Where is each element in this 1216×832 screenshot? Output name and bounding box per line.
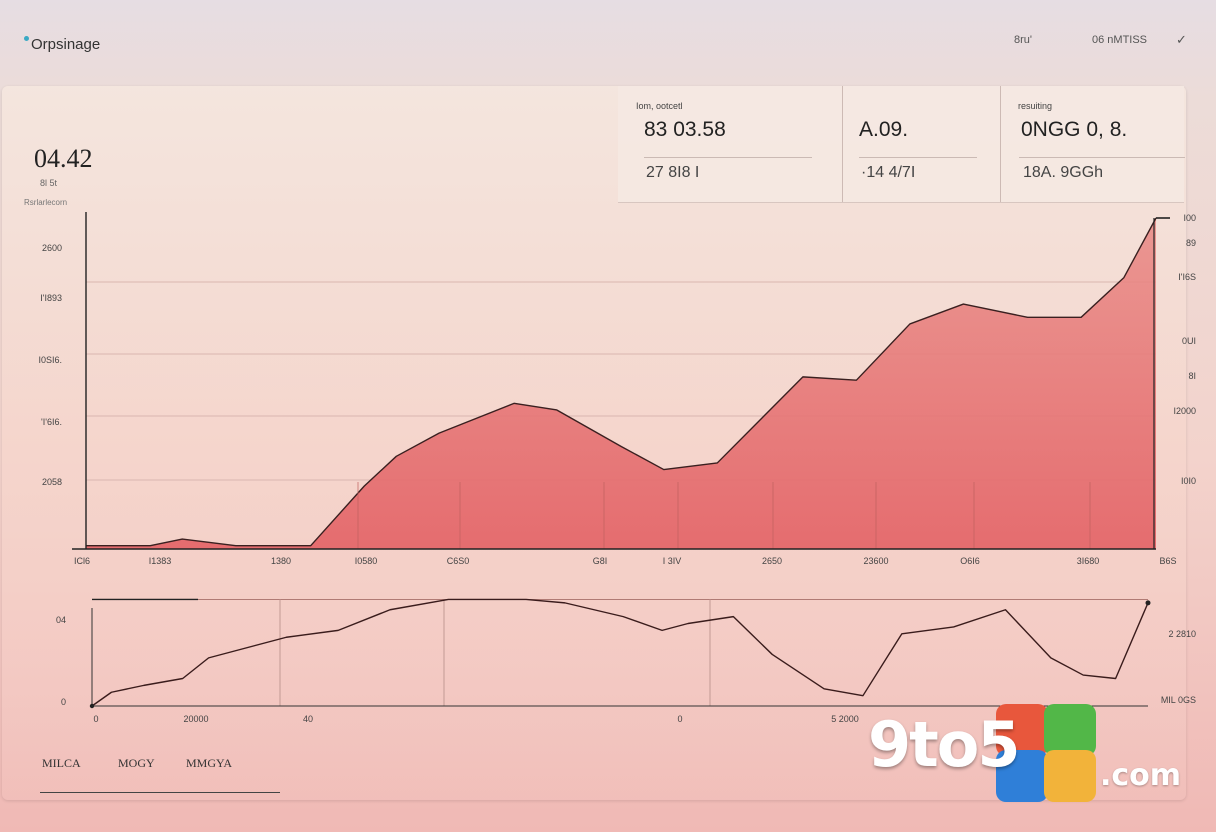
stat-main: 83 03.58: [644, 118, 726, 141]
x-tick-label: O6I6: [960, 556, 980, 566]
app-title[interactable]: Orpsinage: [24, 36, 100, 53]
y-tick-label-right: I0I0: [1181, 476, 1196, 486]
y-tick-label-left-2: 04: [56, 615, 66, 625]
logo-dot-icon: [24, 36, 29, 41]
tab-mogy[interactable]: MOGY: [118, 756, 155, 770]
stat-card-2[interactable]: A.09. ·14 4/7I: [842, 86, 1001, 202]
stat-divider: [1019, 157, 1185, 158]
x-tick-label: C6S0: [447, 556, 470, 566]
x-tick-label: 2650: [762, 556, 782, 566]
dropdown-check-icon[interactable]: ✓: [1176, 32, 1187, 47]
x-tick-label: G8I: [593, 556, 608, 566]
stat-sub: ·14 4/7I: [861, 164, 916, 181]
y-tick-label-left: I0SI6.: [38, 355, 62, 365]
stat-head: Iom, ootcetl: [636, 101, 683, 111]
app-title-text: Orpsinage: [31, 36, 101, 53]
top-link-2[interactable]: 06 nMTISS: [1092, 34, 1148, 46]
y-tick-label-left: I'I893: [40, 293, 62, 303]
y-tick-label-right-2: 2 2810: [1168, 629, 1196, 639]
y-tick-label-right-2: MIL 0GS: [1161, 695, 1196, 705]
tab-bar: MILCA MOGY MMGYA: [40, 756, 280, 793]
top-bar: Orpsinage 8ru' 06 nMTISS ✓: [0, 0, 1216, 84]
tab-mmgya[interactable]: MMGYA: [186, 756, 233, 770]
y-tick-label-right: I'I6S: [1178, 272, 1196, 282]
y-tick-label-right: 0UI: [1182, 336, 1196, 346]
x-tick-label: I 3IV: [663, 556, 682, 566]
x-tick-label: I1383: [149, 556, 172, 566]
series-start-point: [89, 703, 95, 709]
x-tick-label: B6S: [1159, 556, 1176, 566]
y-tick-label-left-2: 0: [61, 697, 66, 707]
chart-label: Rsrlarlecorn: [24, 198, 68, 207]
watermark-logo: 9to5 .com: [868, 702, 1188, 802]
series-line: [86, 217, 1157, 547]
x-tick-label: I0580: [355, 556, 378, 566]
stat-main: 0NGG 0, 8.: [1021, 118, 1128, 141]
stat-main: A.09.: [859, 118, 909, 141]
y-tick-label-right: I00: [1183, 213, 1196, 223]
x-tick-label: ICl6: [74, 556, 90, 566]
watermark-text: 9to5: [868, 708, 1021, 781]
y-tick-label-right: I2000: [1173, 406, 1196, 416]
y-tick-label-right: 8I: [1188, 371, 1196, 381]
x-tick-label: 3I680: [1077, 556, 1100, 566]
y-tick-label-right: 89: [1186, 238, 1196, 248]
x-tick-label-2: 20000: [183, 714, 208, 724]
watermark-suffix: .com: [1100, 758, 1182, 793]
stat-divider: [859, 157, 977, 158]
summary-value: 04.42: [34, 144, 93, 173]
stat-card-3[interactable]: resuiting 0NGG 0, 8. 18A. 9GGh: [1000, 86, 1185, 202]
x-tick-label-2: 40: [303, 714, 313, 724]
x-tick-label: 1380: [271, 556, 291, 566]
logo-tiles-icon: [996, 704, 1096, 802]
stat-sub: 18A. 9GGh: [1023, 164, 1104, 181]
y-tick-label-left: 2600: [42, 243, 62, 253]
y-tick-label-left: 2058: [42, 477, 62, 487]
x-tick-label: 23600: [863, 556, 888, 566]
x-tick-label-2: 5 2000: [831, 714, 859, 724]
stats-panel: Iom, ootcetl 83 03.58 27 8I8 I A.09. ·14…: [618, 86, 1185, 203]
x-tick-label-2: 0: [93, 714, 98, 724]
stat-card-1[interactable]: Iom, ootcetl 83 03.58 27 8I8 I: [618, 86, 842, 202]
summary-sub: 8l 5t: [40, 178, 58, 188]
stat-head: resuiting: [1018, 101, 1053, 111]
y-tick-label-left: 'I'6I6.: [41, 417, 62, 427]
tab-milca[interactable]: MILCA: [42, 756, 81, 770]
top-link-1[interactable]: 8ru': [1014, 34, 1032, 46]
stat-sub: 27 8I8 I: [646, 164, 700, 181]
area-fill: [86, 218, 1156, 549]
series-line-2: [91, 598, 1149, 707]
stat-divider: [644, 157, 812, 158]
x-tick-label-2: 0: [677, 714, 682, 724]
series-end-point: [1145, 600, 1151, 606]
